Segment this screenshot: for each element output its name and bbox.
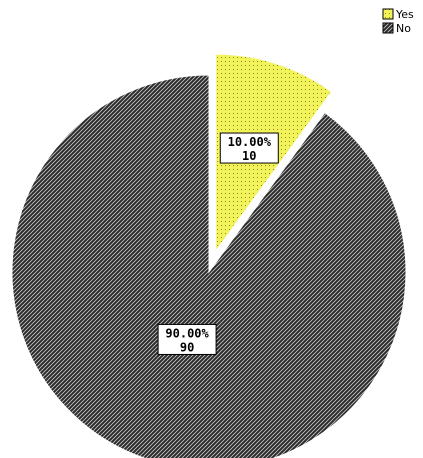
data-label-no: 90.00%90: [157, 323, 217, 355]
data-label-percent: 90.00%: [165, 326, 209, 340]
data-label-box: [219, 132, 279, 164]
legend-swatch-yes: [382, 8, 394, 20]
data-label-yes: 10.00%10: [219, 132, 279, 164]
pie-data-labels: 10.00%10 90.00%90: [157, 132, 279, 355]
legend-item-no: No: [382, 22, 411, 35]
legend-label-no: No: [396, 22, 411, 35]
data-label-count: 90: [180, 340, 194, 354]
data-label-box: [157, 323, 217, 355]
pie-slices: [11, 53, 407, 458]
legend: Yes No: [382, 8, 414, 35]
pie-slice-no: [11, 74, 407, 458]
legend-item-yes: Yes: [382, 8, 414, 21]
legend-label-yes: Yes: [395, 8, 414, 21]
legend-swatch-no: [382, 22, 394, 34]
data-label-percent: 10.00%: [228, 135, 272, 149]
data-label-count: 10: [242, 149, 256, 163]
